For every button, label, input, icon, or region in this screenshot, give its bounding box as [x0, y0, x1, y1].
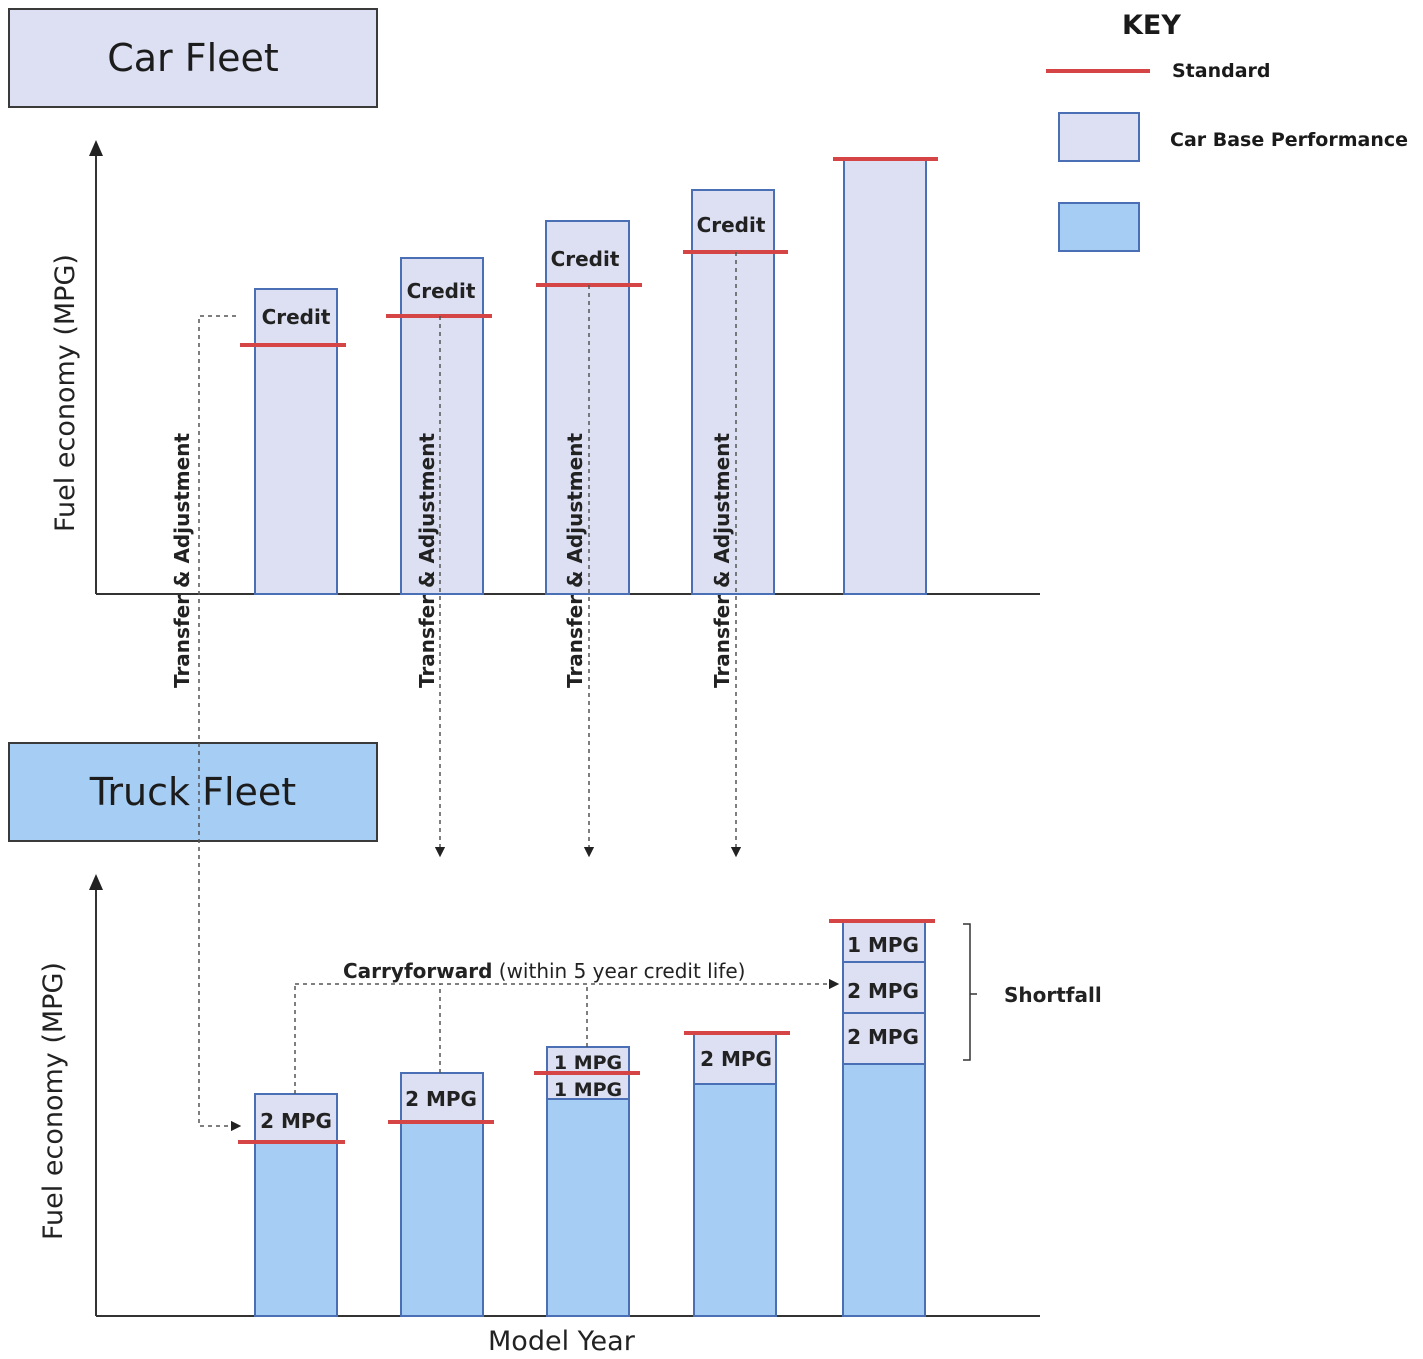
- car-bar-2: [400, 257, 484, 595]
- transfer-label-4: Transfer & Adjustment: [710, 433, 734, 688]
- truck-bar-4-segment: [693, 1032, 777, 1085]
- truck-bar-5-base: [842, 1063, 926, 1317]
- transfer-arrow-1: [198, 315, 242, 1132]
- legend-title: KEY: [1122, 10, 1181, 41]
- truck-bar-3-segment-top: [546, 1046, 630, 1074]
- truck-label-2: 2 MPG: [405, 1087, 477, 1111]
- truck-y-arrow-icon: [89, 874, 103, 890]
- truck-bar-1-segment: [254, 1093, 338, 1143]
- truck-bar-4-base: [693, 1083, 777, 1317]
- legend-standard-label: Standard: [1172, 60, 1271, 82]
- car-credit-label-2: Credit: [407, 279, 476, 303]
- car-credit-label-3: Credit: [551, 247, 620, 271]
- legend-standard-line: [1046, 69, 1150, 73]
- carryforward-label-rest: (within 5 year credit life): [492, 959, 745, 983]
- car-fleet-title-text: Car Fleet: [107, 36, 279, 80]
- truck-label-3b: 1 MPG: [554, 1079, 622, 1101]
- transfer-label-2: Transfer & Adjustment: [415, 433, 439, 688]
- shortfall-label: Shortfall: [1004, 983, 1102, 1007]
- truck-bar-1-base: [254, 1141, 338, 1317]
- truck-bar-3-base: [546, 1098, 630, 1317]
- car-bar-3: [545, 220, 630, 595]
- truck-bar-2-segment: [400, 1072, 484, 1123]
- legend-car-label: Car Base Performance: [1170, 129, 1409, 151]
- truck-label-5c: 2 MPG: [847, 1025, 919, 1049]
- car-credit-label-4: Credit: [697, 213, 766, 237]
- shortfall-bracket: [963, 923, 977, 1061]
- truck-fleet-title-text: Truck Fleet: [89, 770, 297, 814]
- truck-label-5b: 2 MPG: [847, 979, 919, 1003]
- legend-truck-swatch: [1058, 202, 1140, 252]
- truck-label-5a: 1 MPG: [847, 933, 919, 957]
- car-fleet-title: Car Fleet: [8, 8, 378, 108]
- truck-bar-5-segment-3: [842, 1012, 926, 1065]
- car-bar-5: [843, 158, 927, 595]
- car-y-arrow-icon: [89, 140, 103, 156]
- transfer-label-3: Transfer & Adjustment: [563, 433, 587, 688]
- carryforward-label-bold: Carryforward: [343, 959, 492, 983]
- truck-label-3a: 1 MPG: [554, 1052, 622, 1074]
- car-credit-label-1: Credit: [262, 305, 331, 329]
- car-bar-4: [691, 189, 775, 595]
- x-axis-label: Model Year: [488, 1326, 635, 1357]
- legend-car-swatch: [1058, 112, 1140, 162]
- car-bar-1: [254, 288, 338, 595]
- truck-label-1: 2 MPG: [260, 1109, 332, 1133]
- truck-bar-2-base: [400, 1121, 484, 1317]
- carryforward-label: Carryforward (within 5 year credit life): [343, 959, 745, 983]
- truck-label-4: 2 MPG: [700, 1047, 772, 1071]
- truck-fleet-title: Truck Fleet: [8, 742, 378, 842]
- transfer-label-1: Transfer & Adjustment: [170, 433, 194, 688]
- truck-bar-5-segment-2: [842, 961, 926, 1014]
